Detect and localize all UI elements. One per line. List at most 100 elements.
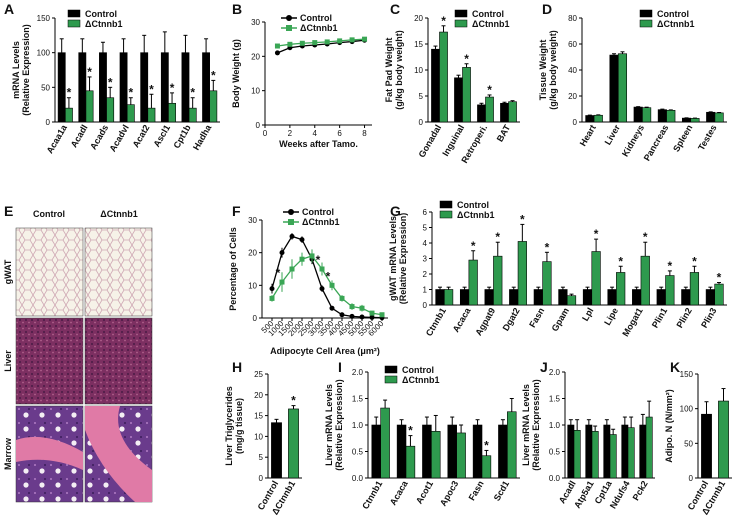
y-axis-label: Liver Triglycerides xyxy=(224,386,234,466)
legend-label: Control xyxy=(302,207,334,217)
legend-marker xyxy=(286,15,292,21)
y-tick-label: 0 xyxy=(423,301,428,310)
row-label: Liver xyxy=(3,350,13,372)
y-tick-label: 5 xyxy=(419,92,424,101)
significance: * xyxy=(170,81,175,95)
y-axis-label: (Relative Expression) xyxy=(531,379,541,471)
bar xyxy=(621,424,629,479)
marker xyxy=(299,237,305,243)
x-tick-label: Ascl1 xyxy=(151,123,172,149)
bar xyxy=(666,110,676,123)
x-tick-label: Testes xyxy=(696,123,719,152)
marker xyxy=(274,50,280,56)
x-tick-label: Plin2 xyxy=(674,306,693,330)
y-tick-label: 150 xyxy=(680,370,694,379)
significance: * xyxy=(326,269,331,283)
bar xyxy=(371,424,381,479)
bar xyxy=(456,432,466,479)
bar xyxy=(454,77,463,123)
bar xyxy=(593,114,603,123)
x-tick-label: Acads xyxy=(88,123,110,151)
significance: * xyxy=(471,239,476,253)
significance: * xyxy=(520,212,525,226)
y-tick-label: 0.0 xyxy=(549,474,561,483)
bar xyxy=(106,97,115,123)
bar xyxy=(435,289,445,306)
legend-swatch xyxy=(67,9,81,18)
legend-marker xyxy=(288,219,294,225)
bar xyxy=(714,283,724,306)
marker xyxy=(359,314,365,320)
y-tick-label: 20 xyxy=(254,391,263,400)
marker xyxy=(319,286,325,292)
legend-label: ΔCtnnb1 xyxy=(402,375,439,385)
y-tick-label: 80 xyxy=(568,14,577,23)
x-tick-label: Lipe xyxy=(602,306,620,327)
bar xyxy=(78,52,87,123)
y-axis-label: Percentage of Cells xyxy=(228,227,238,311)
y-tick-label: 0 xyxy=(419,118,424,127)
bar xyxy=(645,416,653,479)
x-tick-label: Apoc3 xyxy=(438,479,460,508)
significance: * xyxy=(108,75,113,89)
bar xyxy=(119,52,128,123)
panel-letter: B xyxy=(232,1,242,17)
legend-label: Control xyxy=(457,200,489,210)
bar xyxy=(567,424,575,479)
bar xyxy=(380,407,390,479)
bar xyxy=(656,289,666,306)
x-tick-label: Ctnnb1 xyxy=(424,306,448,338)
y-tick-label: 1 xyxy=(423,286,428,295)
bar xyxy=(462,67,471,123)
bar xyxy=(718,400,729,479)
legend-label: Control xyxy=(472,9,504,19)
marker xyxy=(299,256,305,262)
y-tick-label: 15 xyxy=(414,40,423,49)
marker xyxy=(299,40,305,46)
x-tick-label: Fasn xyxy=(467,479,486,502)
significance: * xyxy=(408,424,413,438)
bar xyxy=(99,52,107,123)
bar xyxy=(439,31,448,123)
legend-marker xyxy=(288,209,294,215)
legend-label: Control xyxy=(85,9,117,19)
marker xyxy=(269,286,275,292)
x-tick-label: Acadvl xyxy=(108,123,131,154)
bar xyxy=(642,107,652,123)
legend-label: ΔCtnnb1 xyxy=(657,19,694,29)
legend-label: ΔCtnnb1 xyxy=(457,210,494,220)
marker xyxy=(312,40,318,46)
y-tick-label: 25 xyxy=(254,370,263,379)
bar xyxy=(500,102,509,123)
bar xyxy=(422,424,432,479)
y-axis-label: gWAT mRNA Levels xyxy=(388,216,398,301)
panel-letter: J xyxy=(540,359,548,375)
legend-label: ΔCtnnb1 xyxy=(300,23,337,33)
y-tick-label: 0 xyxy=(253,314,258,323)
x-tick-label: Gpam xyxy=(550,306,571,333)
bar xyxy=(714,112,724,123)
y-tick-label: 150 xyxy=(37,14,51,23)
y-tick-label: 0.5 xyxy=(549,448,561,457)
legend-swatch xyxy=(439,210,453,219)
x-tick-label: 8 xyxy=(362,129,367,138)
significance: * xyxy=(545,240,550,254)
bar xyxy=(472,424,483,479)
bar xyxy=(558,289,568,306)
y-tick-label: 0.0 xyxy=(352,474,364,483)
x-tick-label: Lpl xyxy=(580,306,595,323)
bar xyxy=(431,431,441,479)
x-tick-label: Fasn xyxy=(527,306,546,329)
significance: * xyxy=(668,259,673,273)
significance: * xyxy=(643,230,648,244)
legend-label: ΔCtnnb1 xyxy=(85,19,122,29)
x-tick-label: Acadl xyxy=(69,123,90,149)
bar xyxy=(459,289,470,306)
legend-swatch xyxy=(384,375,398,384)
legend-swatch xyxy=(67,19,81,28)
bar xyxy=(405,445,416,479)
significance: * xyxy=(495,230,500,244)
column-title: Control xyxy=(33,209,65,219)
marker xyxy=(289,233,295,239)
legend-label: ΔCtnnb1 xyxy=(472,19,509,29)
